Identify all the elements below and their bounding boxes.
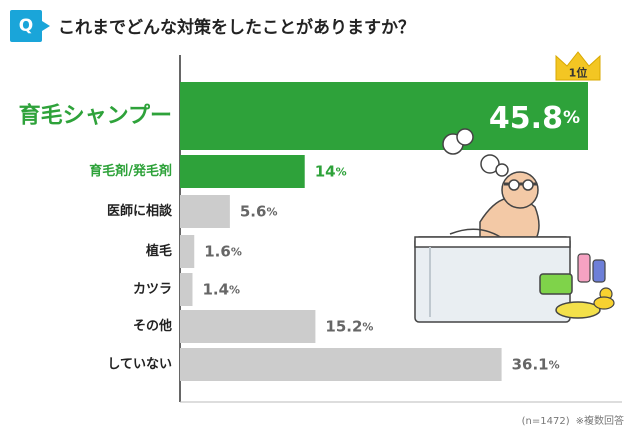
- value-label-4: 1.4%: [202, 281, 240, 299]
- category-label-4: カツラ: [133, 282, 172, 297]
- value-number-3: 1.6: [204, 243, 231, 261]
- value-unit-0: %: [563, 108, 580, 128]
- category-label-0: 育毛シャンプー: [19, 103, 172, 129]
- question-header: Q これまでどんな対策をしたことがありますか？: [0, 0, 640, 48]
- question-text: これまでどんな対策をしたことがありますか？: [58, 18, 415, 38]
- value-number-0: 45.8: [489, 101, 563, 136]
- value-number-1: 14: [315, 163, 336, 181]
- value-unit-3: %: [231, 245, 242, 258]
- bath-illustration: [414, 128, 615, 323]
- value-label-5: 15.2%: [325, 318, 373, 336]
- value-number-4: 1.4: [202, 281, 229, 299]
- value-unit-1: %: [336, 165, 347, 178]
- sample-size: (n=1472): [521, 416, 570, 427]
- category-label-1: 育毛剤/発毛剤: [89, 163, 172, 179]
- category-label-5: その他: [133, 318, 172, 334]
- category-label-6: していない: [107, 357, 172, 372]
- value-label-3: 1.6%: [204, 243, 242, 261]
- crown-icon: [555, 51, 601, 81]
- category-label-2: 医師に相談: [107, 203, 173, 219]
- value-number-5: 15.2: [325, 318, 362, 336]
- bar-1: [180, 155, 305, 188]
- category-label-3: 植毛: [145, 243, 172, 259]
- value-unit-6: %: [549, 358, 560, 371]
- bar-2: [180, 195, 230, 228]
- value-unit-4: %: [229, 283, 240, 296]
- value-unit-2: %: [266, 205, 277, 218]
- value-label-2: 5.6%: [240, 203, 278, 221]
- value-label-6: 36.1%: [512, 356, 560, 374]
- bar-3: [180, 235, 195, 268]
- value-label-1: 14%: [315, 163, 347, 181]
- question-badge: Q: [10, 10, 50, 42]
- footnote: (n=1472) ※複数回答: [516, 412, 624, 427]
- value-label-0: 45.8%: [489, 101, 580, 136]
- multiple-answer-note: ※複数回答: [575, 416, 624, 427]
- value-unit-5: %: [362, 320, 373, 333]
- value-number-2: 5.6: [240, 203, 267, 221]
- bar-5: [180, 310, 316, 343]
- bar-4: [180, 273, 193, 306]
- bar-0: [180, 82, 588, 150]
- value-number-6: 36.1: [512, 356, 549, 374]
- rank-badge-label: 1位: [569, 66, 588, 80]
- bar-6: [180, 348, 502, 381]
